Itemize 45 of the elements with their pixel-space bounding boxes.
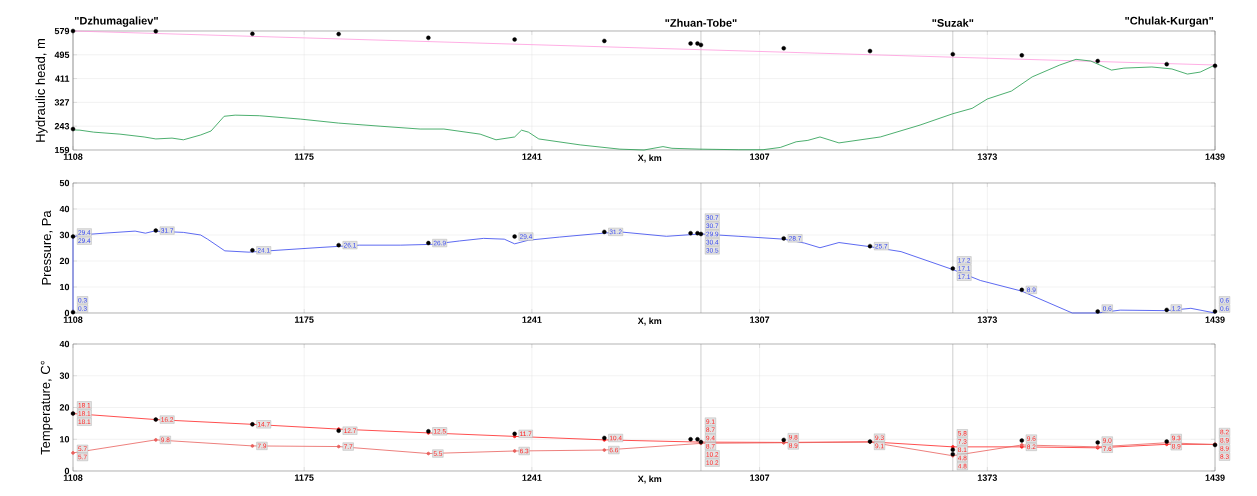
x-tick-label: 1108 [63, 153, 83, 160]
x-tick-label: 1307 [750, 153, 770, 160]
y-tick-label: 243 [54, 123, 70, 130]
x-tick-label: 1373 [977, 474, 997, 481]
x-axis-title: X, km [637, 475, 662, 484]
x-tick-label: 1439 [1205, 474, 1225, 481]
y-tick-label: 495 [54, 51, 70, 58]
y-tick-label: 0 [64, 309, 70, 317]
x-tick-label: 1108 [63, 474, 83, 481]
x-tick-label: 1241 [522, 153, 542, 160]
x-tick-label: 1175 [294, 474, 314, 481]
y-tick-label: 30 [59, 231, 70, 239]
ref-line-label: "Dzhumagaliev" [74, 16, 158, 27]
ref-line-label: "Suzak" [932, 18, 974, 27]
x-axis-title: X, km [637, 154, 662, 163]
y-axis-title: Pressure, Pa [41, 210, 53, 285]
y-tick-label: 50 [59, 179, 70, 187]
ref-line-label: "Chulak-Kurgan" [1125, 16, 1214, 27]
x-tick-label: 1241 [522, 474, 542, 481]
y-tick-label: 411 [55, 75, 70, 82]
x-tick-label: 1439 [1205, 153, 1225, 160]
x-tick-label: 1241 [522, 316, 542, 323]
y-tick-label: 10 [60, 436, 70, 443]
y-tick-label: 0 [64, 467, 70, 475]
y-tick-label: 30 [59, 372, 70, 379]
x-tick-label: 1175 [294, 153, 314, 160]
y-tick-label: 40 [59, 205, 70, 213]
y-tick-label: 327 [54, 99, 70, 106]
x-tick-label: 1373 [977, 153, 997, 160]
x-tick-label: 1307 [750, 474, 770, 481]
y-tick-label: 159 [55, 146, 70, 154]
x-tick-label: 1439 [1205, 316, 1225, 323]
y-axis-title: Temperature, C° [40, 360, 53, 455]
x-tick-label: 1175 [294, 316, 314, 323]
ref-line-label: "Zhuan-Tobe" [665, 18, 737, 27]
x-axis-title: X, km [637, 317, 662, 326]
y-tick-label: 579 [54, 27, 70, 35]
y-tick-label: 20 [59, 257, 70, 265]
x-tick-label: 1373 [977, 316, 997, 323]
y-axis-title: Hydraulic head, m [35, 39, 48, 142]
y-tick-label: 20 [59, 404, 70, 411]
x-tick-label: 1307 [750, 316, 770, 323]
y-tick-label: 40 [59, 340, 70, 348]
y-tick-label: 10 [60, 283, 70, 291]
x-tick-label: 1108 [63, 316, 83, 323]
